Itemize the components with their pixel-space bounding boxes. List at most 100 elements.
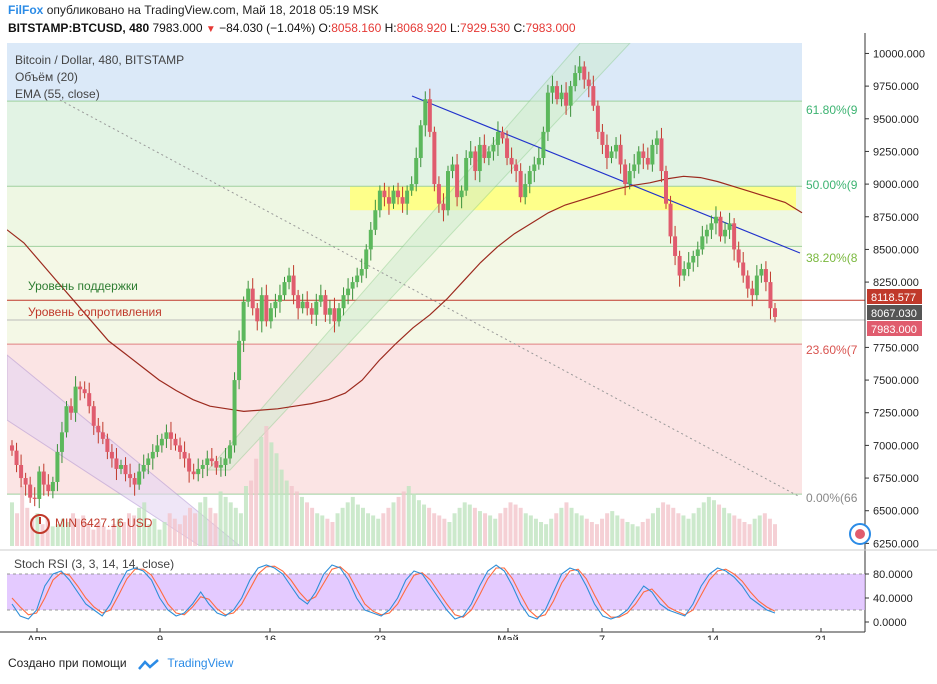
candle-body [659, 138, 664, 172]
volume-bar [182, 515, 187, 546]
candle-body [150, 451, 155, 459]
volume-bar [35, 513, 40, 546]
volume-bar [259, 436, 264, 546]
candle-body [178, 445, 183, 452]
last-price: 7983.000 [152, 21, 203, 35]
badge-last-bg [867, 321, 922, 336]
volume-bar [218, 491, 223, 546]
volume-bar [147, 524, 152, 546]
candle-body [332, 308, 337, 322]
volume-bar [691, 513, 696, 546]
candle-body [441, 203, 446, 211]
volume-bar [422, 504, 427, 546]
tradingview-logo-icon[interactable] [138, 658, 159, 670]
time-tick-label: 16 [264, 634, 276, 640]
candle-body [137, 471, 142, 485]
candle-body [382, 190, 387, 198]
fib-label-0: 0.00%(66 [806, 491, 858, 505]
candle-body [228, 445, 232, 459]
candle-body [414, 157, 419, 185]
volume-bar [320, 515, 325, 546]
volume-bar [198, 502, 203, 546]
candle-body [541, 131, 546, 158]
candle-body [368, 229, 373, 250]
volume-bar [503, 507, 508, 546]
volume-bar [25, 507, 30, 546]
candle-body [10, 445, 14, 451]
candle-body [359, 269, 364, 276]
candle-body [214, 461, 219, 468]
author-name[interactable]: FilFox [8, 3, 44, 17]
candle-body [300, 301, 305, 309]
candle-body [141, 464, 146, 472]
volume-bar [91, 529, 96, 546]
volume-bar [411, 493, 416, 546]
volume-bar [116, 518, 121, 546]
volume-bar [350, 496, 355, 546]
candle-body [545, 92, 550, 132]
candle-body [87, 393, 92, 407]
candle-body [109, 451, 114, 459]
footer-brand[interactable]: TradingView [167, 656, 234, 670]
candle-body [586, 79, 591, 87]
volume-bar [142, 502, 147, 546]
candle-body [477, 144, 482, 172]
price-chart[interactable]: 10000.000 9750.000 9500.000 9250.000 9000.00… [0, 0, 937, 640]
volume-bar [315, 513, 320, 546]
volume-bar [615, 515, 620, 546]
candle-body [482, 144, 487, 158]
candle-body [568, 86, 573, 106]
volume-bar [310, 507, 315, 546]
candle-body [64, 406, 69, 433]
symbol-label: BITSTAMP:BTCUSD, 480 [8, 21, 150, 35]
candle-body [518, 171, 523, 198]
candle-body [232, 380, 237, 446]
candle-body [423, 99, 428, 126]
candle-body [645, 157, 650, 165]
candle-body [218, 464, 223, 468]
candle-body [346, 288, 351, 296]
candle-body [491, 144, 496, 152]
fib-zone-1 [7, 101, 802, 187]
support-label: Уровень поддержки [28, 279, 138, 293]
candle-body [723, 229, 728, 237]
volume-bar [335, 513, 340, 546]
candle-body [564, 92, 569, 106]
candle-body [282, 282, 287, 296]
volume-bar [666, 504, 671, 546]
volume-bar [488, 515, 493, 546]
volume-bar [518, 507, 523, 546]
stoch-k-line [11, 564, 776, 620]
volume-bar [640, 522, 645, 546]
candle-body [704, 229, 709, 237]
volume-bar [167, 513, 172, 546]
candle-body [700, 236, 705, 250]
volume-bar [254, 458, 259, 546]
close-label: C: [513, 21, 526, 35]
publish-text: опубликовано на TradingView.com, Май 18,… [46, 3, 379, 17]
volume-bar [305, 502, 310, 546]
candle-body [664, 171, 668, 204]
volume-bars [10, 426, 777, 546]
fib-label-500: 50.00%(9 [806, 178, 858, 192]
candle-body [514, 164, 519, 172]
footer: Создано при помощи TradingView [8, 656, 233, 670]
volume-bar [60, 518, 65, 546]
price-axis[interactable]: 10000.000 9750.000 9500.000 9250.000 9000.00… [864, 33, 925, 632]
low-label: L: [450, 21, 461, 35]
candle-body [28, 484, 33, 498]
candle-body [527, 171, 532, 185]
volume-bar [457, 507, 462, 546]
volume-bar [559, 507, 564, 546]
volume-bar [289, 486, 294, 546]
volume-bar [371, 515, 376, 546]
price-tick-label: 7500.000 [873, 375, 919, 387]
volume-bar [594, 524, 599, 546]
volume-bar [10, 502, 14, 546]
volume-bar [544, 524, 549, 546]
candle-body [732, 223, 737, 250]
time-axis[interactable]: Апр 9 16 23 Май 7 14 21 [0, 628, 865, 640]
candle-body [196, 468, 201, 475]
candle-body [668, 203, 673, 237]
candle-body [741, 262, 746, 276]
